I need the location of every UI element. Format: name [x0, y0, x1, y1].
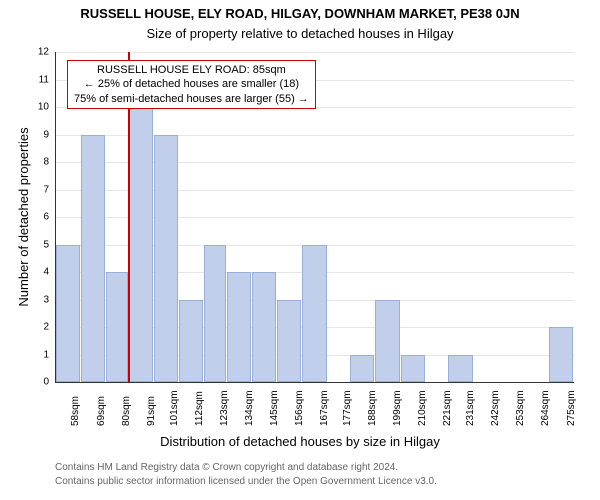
x-tick-label: 167sqm	[319, 390, 330, 426]
histogram-bar	[401, 355, 425, 383]
histogram-bar	[350, 355, 374, 383]
x-tick-label: 134sqm	[244, 390, 255, 426]
chart-subtitle: Size of property relative to detached ho…	[0, 26, 600, 41]
x-tick-label: 188sqm	[367, 390, 378, 426]
annotation-line: ← 25% of detached houses are smaller (18…	[74, 77, 309, 91]
x-tick-label: 199sqm	[392, 390, 403, 426]
x-tick-label: 80sqm	[121, 396, 132, 426]
y-tick-label: 12	[27, 47, 49, 58]
x-tick-label: 156sqm	[294, 390, 305, 426]
x-tick-label: 69sqm	[96, 396, 107, 426]
x-tick-label: 177sqm	[342, 390, 353, 426]
y-tick-label: 1	[27, 349, 49, 360]
x-tick-label: 231sqm	[465, 390, 476, 426]
histogram-bar	[549, 327, 573, 382]
x-tick-label: 221sqm	[442, 390, 453, 426]
histogram-bar	[154, 135, 178, 383]
chart-title-address: RUSSELL HOUSE, ELY ROAD, HILGAY, DOWNHAM…	[0, 6, 600, 21]
y-tick-label: 11	[27, 74, 49, 85]
footer-copyright: Contains HM Land Registry data © Crown c…	[55, 462, 398, 473]
histogram-bar	[302, 245, 326, 383]
histogram-bar	[106, 272, 128, 382]
x-tick-label: 145sqm	[269, 390, 280, 426]
x-tick-label: 275sqm	[566, 390, 577, 426]
grid-line	[56, 52, 574, 53]
x-tick-label: 210sqm	[417, 390, 428, 426]
x-tick-label: 91sqm	[146, 396, 157, 426]
histogram-bar	[375, 300, 399, 383]
x-tick-label: 123sqm	[219, 390, 230, 426]
histogram-bar	[56, 245, 80, 383]
histogram-bar	[129, 80, 153, 383]
annotation-box: RUSSELL HOUSE ELY ROAD: 85sqm← 25% of de…	[67, 60, 316, 109]
x-tick-label: 101sqm	[169, 390, 180, 426]
histogram-bar	[81, 135, 105, 383]
x-axis-label: Distribution of detached houses by size …	[0, 434, 600, 449]
footer-licence: Contains public sector information licen…	[55, 476, 437, 487]
histogram-bar	[204, 245, 226, 383]
y-tick-label: 0	[27, 377, 49, 388]
histogram-bar	[252, 272, 276, 382]
y-axis-label: Number of detached properties	[16, 92, 31, 342]
histogram-bar	[179, 300, 203, 383]
annotation-line: 75% of semi-detached houses are larger (…	[74, 92, 309, 106]
x-tick-label: 58sqm	[70, 396, 81, 426]
histogram-bar	[277, 300, 301, 383]
histogram-bar	[448, 355, 472, 383]
x-tick-label: 242sqm	[490, 390, 501, 426]
histogram-bar	[227, 272, 251, 382]
x-tick-label: 253sqm	[515, 390, 526, 426]
x-tick-label: 112sqm	[194, 391, 205, 426]
annotation-line: RUSSELL HOUSE ELY ROAD: 85sqm	[74, 63, 309, 77]
x-tick-label: 264sqm	[540, 390, 551, 426]
